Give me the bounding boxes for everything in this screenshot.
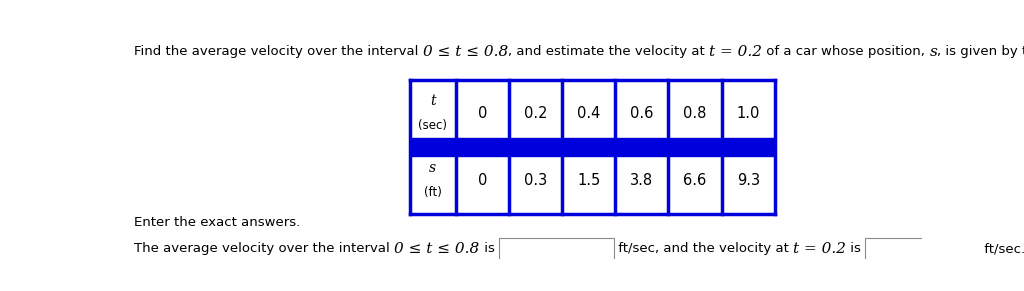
Bar (410, 138, 775, 156)
Text: s: s (930, 45, 937, 59)
Text: (ft): (ft) (424, 187, 441, 199)
Text: 0.3: 0.3 (524, 173, 547, 188)
Text: Find the average velocity over the interval: Find the average velocity over the inter… (134, 45, 423, 58)
Text: Enter the exact answers.: Enter the exact answers. (134, 216, 301, 228)
Text: of a car whose position,: of a car whose position, (762, 45, 930, 58)
Text: 1.0: 1.0 (736, 106, 760, 121)
Text: , and estimate the velocity at: , and estimate the velocity at (508, 45, 710, 58)
Text: The average velocity over the interval: The average velocity over the interval (134, 242, 394, 255)
Text: 0 ≤ t ≤ 0.8: 0 ≤ t ≤ 0.8 (394, 242, 479, 256)
Text: t = 0.2: t = 0.2 (793, 242, 846, 256)
Text: is: is (479, 242, 499, 255)
Text: t: t (430, 94, 435, 108)
Text: 0: 0 (477, 173, 487, 188)
Text: (sec): (sec) (418, 119, 447, 132)
Text: 9.3: 9.3 (736, 173, 760, 188)
Text: 1.5: 1.5 (578, 173, 600, 188)
Text: 0 ≤ t ≤ 0.8: 0 ≤ t ≤ 0.8 (423, 45, 508, 59)
Text: 3.8: 3.8 (631, 173, 653, 188)
Text: ft/sec, and the velocity at: ft/sec, and the velocity at (613, 242, 793, 255)
Text: 0.2: 0.2 (523, 106, 547, 121)
Bar (865, 238, 980, 260)
Text: 6.6: 6.6 (683, 173, 707, 188)
Text: , is given by the following table.: , is given by the following table. (937, 45, 1024, 58)
Text: s: s (429, 161, 436, 175)
Text: 0.4: 0.4 (577, 106, 600, 121)
Text: 0.8: 0.8 (683, 106, 707, 121)
Text: t = 0.2: t = 0.2 (710, 45, 762, 59)
Text: ft/sec.: ft/sec. (980, 242, 1024, 255)
Text: 0.6: 0.6 (630, 106, 653, 121)
Bar (499, 238, 613, 260)
Text: is: is (846, 242, 865, 255)
Text: 0: 0 (477, 106, 487, 121)
